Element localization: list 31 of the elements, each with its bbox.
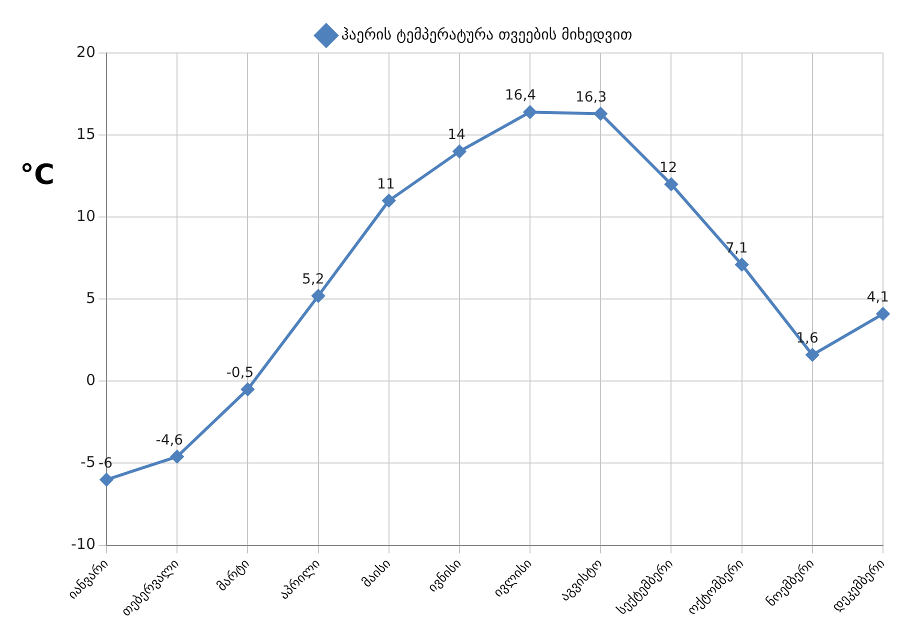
data-label: -6 [98, 455, 113, 472]
data-label: 11 [377, 176, 395, 192]
point [100, 473, 113, 486]
data-label: 14 [448, 127, 466, 144]
y-tick-label: 20 [76, 42, 96, 61]
point [312, 289, 325, 302]
data-label: 5,2 [302, 271, 324, 288]
data-label: 4,1 [866, 290, 889, 306]
data-label: 12 [659, 160, 678, 176]
y-tick-label: 15 [76, 124, 96, 143]
point [735, 258, 748, 272]
point [594, 107, 608, 120]
y-axis-title: °C [20, 158, 55, 191]
y-tick-label: 0 [86, 371, 96, 390]
y-tick-label: 5 [86, 289, 96, 308]
point [170, 450, 184, 464]
data-label: -4,6 [156, 432, 184, 448]
point [524, 106, 537, 119]
data-label: -0,5 [226, 365, 254, 382]
y-tick-label: -5 [80, 453, 96, 472]
y-tick-label: -10 [71, 535, 96, 554]
y-tick-label: 10 [76, 206, 96, 225]
point [664, 178, 678, 191]
legend-label: ჰაერის ტემპერატურა თვეების მიხედვით [341, 25, 632, 44]
point [241, 382, 254, 396]
data-label: 16,3 [575, 89, 607, 106]
point [452, 144, 466, 158]
point [806, 348, 819, 362]
data-label: 16,4 [504, 88, 536, 104]
point [382, 194, 396, 208]
point [876, 307, 890, 320]
